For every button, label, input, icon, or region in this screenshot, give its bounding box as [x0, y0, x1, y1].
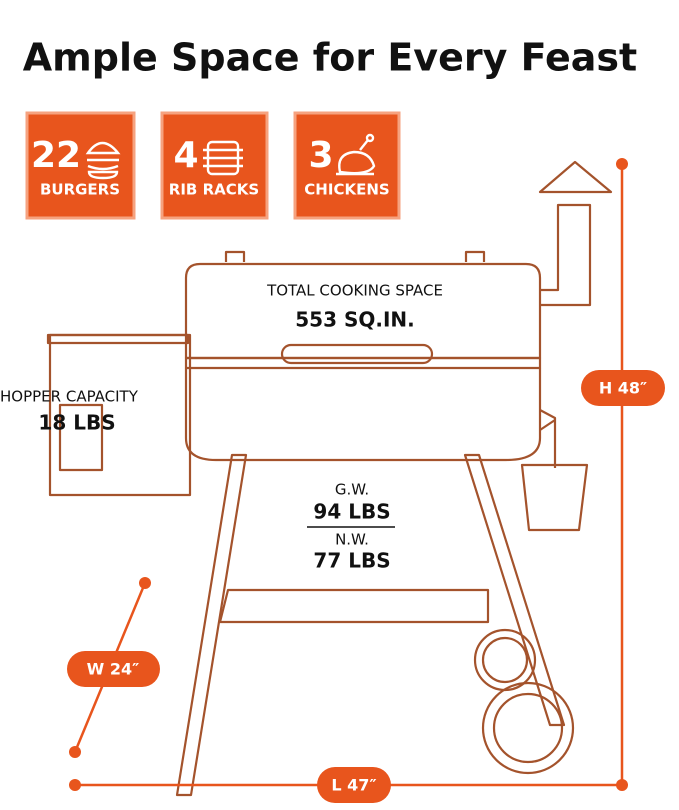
cooking-space-label: TOTAL COOKING SPACE — [266, 282, 443, 300]
cooking-space-value: 553 SQ.IN. — [295, 308, 415, 332]
badge: 22 BURGERS — [25, 111, 136, 220]
badge-label: BURGERS — [40, 181, 120, 199]
badge-number: 3 — [308, 135, 333, 176]
chicken-icon — [336, 133, 376, 176]
width-label: W 24″ — [87, 660, 140, 679]
badge-label: CHICKENS — [304, 181, 389, 199]
burger-icon — [85, 141, 121, 180]
rib-icon — [203, 140, 243, 176]
badge: 3 CHICKENS — [293, 111, 401, 220]
hopper-value: 18 LBS — [38, 411, 115, 435]
length-label: L 47″ — [331, 776, 376, 795]
badge-number: 22 — [31, 135, 81, 176]
net-weight-label: N.W. — [335, 531, 369, 549]
badge-box — [293, 111, 401, 220]
badge-label: RIB RACKS — [169, 181, 259, 199]
height-pill — [581, 370, 665, 406]
length-pill — [317, 767, 391, 803]
net-weight-value: 77 LBS — [313, 549, 390, 573]
grill-drawing — [46, 160, 613, 797]
gross-weight-label: G.W. — [335, 481, 369, 499]
badge-number: 4 — [173, 135, 198, 176]
hopper-label: HOPPER CAPACITY — [0, 388, 139, 406]
dimension-lines — [69, 158, 628, 791]
gross-weight-value: 94 LBS — [313, 500, 390, 524]
width-pill — [67, 651, 160, 687]
badge: 4 RIB RACKS — [160, 111, 269, 220]
title: Ample Space for Every Feast — [23, 36, 637, 80]
height-label: H 48″ — [599, 379, 647, 398]
